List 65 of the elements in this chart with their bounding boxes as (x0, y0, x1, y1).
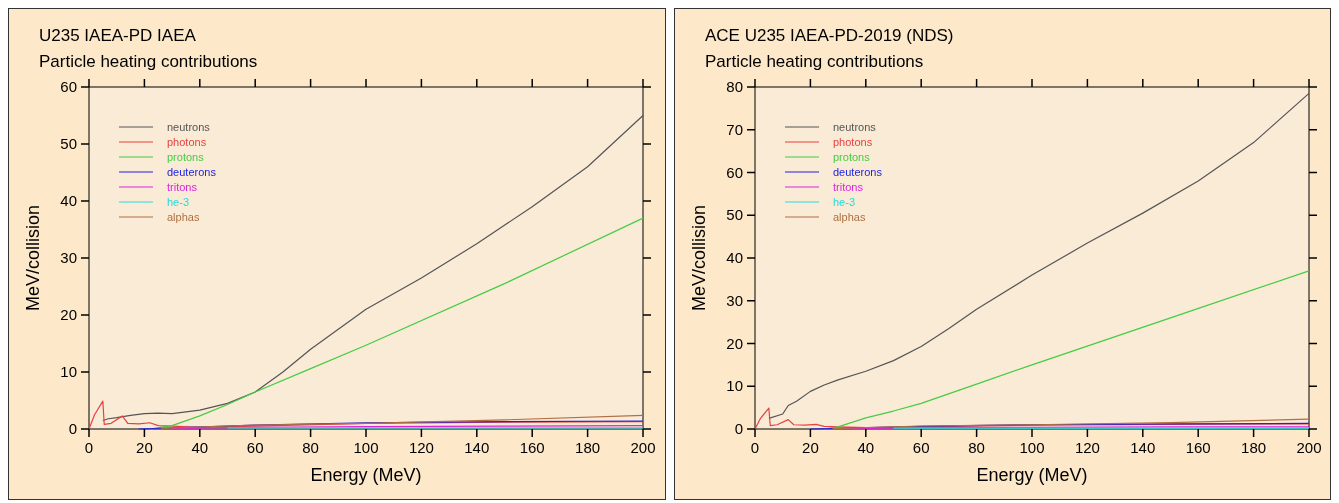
x-tick-label: 100 (353, 439, 379, 456)
legend-label: deuterons (832, 166, 882, 178)
y-tick-label: 30 (725, 291, 743, 309)
legend-label: he-3 (167, 196, 190, 208)
y-tick-label: 60 (725, 163, 743, 181)
legend-label: neutrons (832, 121, 876, 133)
y-tick-label: 60 (60, 78, 77, 95)
legend-label: neutrons (167, 121, 211, 133)
x-tick-label: 20 (801, 439, 819, 456)
y-tick-label: 20 (725, 334, 743, 352)
legend-label: he-3 (832, 196, 855, 208)
y-tick-label: 0 (734, 420, 743, 437)
y-tick-label: 70 (725, 120, 743, 138)
chart-subtitle: Particle heating contributions (704, 52, 923, 71)
x-tick-label: 200 (1295, 439, 1322, 456)
x-tick-label: 160 (1185, 439, 1211, 456)
x-tick-label: 200 (630, 439, 656, 456)
y-tick-label: 50 (60, 135, 77, 152)
y-tick-label: 40 (725, 249, 743, 266)
x-tick-label: 60 (246, 439, 264, 456)
line-series (102, 114, 644, 422)
x-tick-label: 40 (191, 439, 209, 456)
x-tick-label: 160 (519, 439, 545, 456)
legend-label: deuterons (167, 166, 217, 178)
y-tick-label: 50 (725, 206, 743, 224)
x-tick-label: 20 (136, 439, 153, 456)
x-tick-label: 120 (408, 439, 434, 456)
line-series (767, 92, 1310, 419)
line-series (160, 414, 644, 430)
x-tick-label: 180 (575, 439, 601, 456)
legend-label: alphas (167, 211, 200, 223)
y-tick-label: 40 (60, 192, 77, 209)
y-tick-label: 80 (725, 78, 743, 95)
line-series (823, 270, 1310, 430)
chart-title: ACE U235 IAEA-PD-2019 (NDS) (704, 26, 953, 45)
line-series (831, 418, 1310, 430)
legend-label: alphas (832, 211, 866, 223)
legend-label: photons (832, 136, 873, 148)
x-tick-label: 0 (750, 439, 759, 456)
legend-label: protons (167, 151, 205, 163)
x-tick-label: 60 (912, 439, 930, 456)
x-tick-label: 120 (1074, 439, 1100, 456)
x-tick-label: 180 (1240, 439, 1266, 456)
y-axis-title: MeV/collision (23, 204, 43, 312)
x-tick-label: 100 (1018, 439, 1045, 456)
y-tick-label: 30 (60, 249, 77, 266)
x-tick-label: 140 (1129, 439, 1155, 456)
x-tick-label: 140 (464, 439, 490, 456)
y-axis-title: MeV/collision (688, 204, 709, 312)
x-tick-label: 80 (302, 439, 319, 456)
y-tick-label: 20 (60, 306, 77, 323)
x-tick-label: 80 (967, 439, 985, 456)
y-tick-label: 0 (68, 420, 77, 437)
legend-label: tritons (167, 181, 198, 193)
x-tick-label: 40 (856, 439, 874, 456)
legend-label: tritons (832, 181, 863, 193)
x-tick-label: 0 (84, 439, 94, 456)
y-tick-label: 10 (725, 377, 743, 395)
x-axis-title: Energy (MeV) (975, 465, 1088, 485)
legend-label: protons (832, 151, 870, 163)
chart-title: U235 IAEA-PD IAEA (39, 26, 197, 45)
chart-subtitle: Particle heating contributions (39, 52, 258, 71)
legend-label: photons (167, 136, 207, 148)
y-tick-label: 10 (60, 363, 77, 380)
x-axis-title: Energy (MeV) (310, 465, 422, 485)
